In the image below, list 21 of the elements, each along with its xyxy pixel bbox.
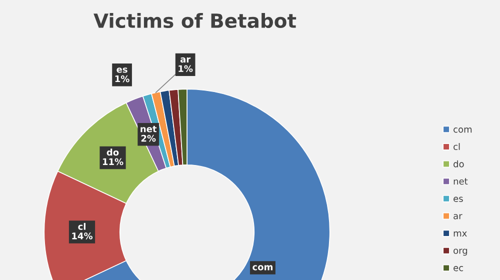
data-label: 1% <box>115 75 130 82</box>
chart-title: Victims of Betabot <box>94 12 296 28</box>
slice-label: ar <box>180 57 191 63</box>
legend-label: cl <box>454 143 460 150</box>
data-label: 11% <box>102 158 124 166</box>
slice-label: es <box>116 68 128 73</box>
data-label: 14% <box>72 232 93 240</box>
legend-label: es <box>454 196 463 202</box>
legend-label: ar <box>454 214 462 220</box>
slice-label: cl <box>78 222 86 230</box>
legend-label: mx <box>454 231 467 236</box>
slice-label: com <box>252 265 272 270</box>
data-label: 2% <box>141 134 156 142</box>
data-label: 1% <box>178 65 193 72</box>
slice-label: net <box>140 126 157 132</box>
slice-label: do <box>106 148 119 156</box>
legend-label: com <box>454 128 472 133</box>
legend-label: do <box>454 160 464 168</box>
legend-label: org <box>454 248 468 256</box>
legend-label: net <box>454 178 468 185</box>
legend-label: ec <box>454 266 464 272</box>
